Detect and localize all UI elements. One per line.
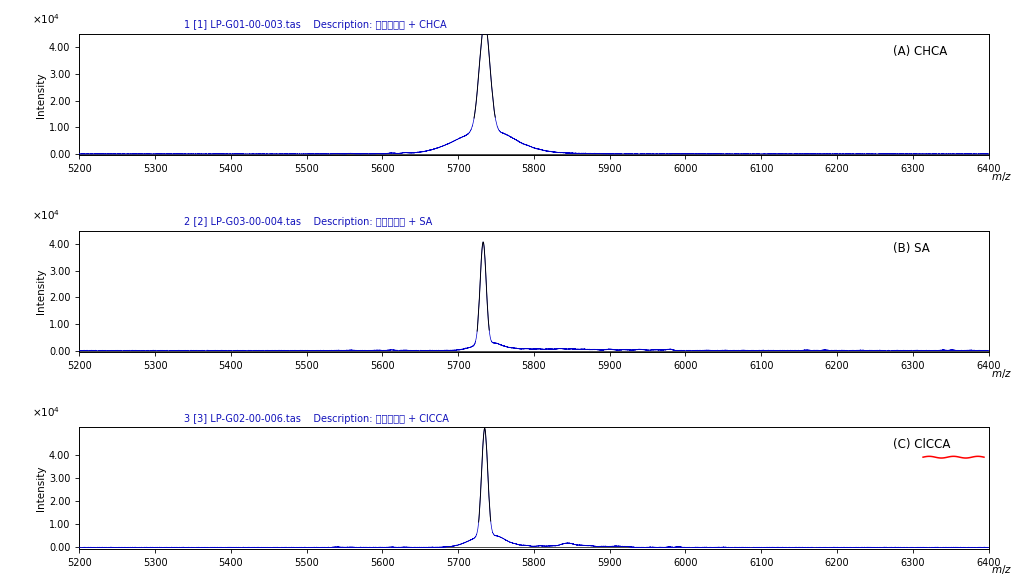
Text: 2 [2] LP-G03-00-004.tas    Description: インスリン + SA: 2 [2] LP-G03-00-004.tas Description: インス… [184,217,432,227]
Text: 1 [1] LP-G01-00-003.tas    Description: インスリン + CHCA: 1 [1] LP-G01-00-003.tas Description: インス… [184,21,446,31]
Text: (A) CHCA: (A) CHCA [893,45,947,58]
Text: $m/z$: $m/z$ [992,367,1013,380]
Text: (C) ClCCA: (C) ClCCA [893,438,951,451]
Text: $\times10^4$: $\times10^4$ [33,12,60,26]
Text: $\times10^4$: $\times10^4$ [33,405,60,419]
Text: (B) SA: (B) SA [893,242,930,255]
Y-axis label: Intensity: Intensity [36,465,46,511]
Text: $m/z$: $m/z$ [992,564,1013,576]
Text: $\times10^4$: $\times10^4$ [33,208,60,222]
Y-axis label: Intensity: Intensity [36,269,46,314]
Text: $m/z$: $m/z$ [992,170,1013,183]
Text: 3 [3] LP-G02-00-006.tas    Description: インスリン + ClCCA: 3 [3] LP-G02-00-006.tas Description: インス… [184,414,448,424]
Y-axis label: Intensity: Intensity [36,72,46,117]
